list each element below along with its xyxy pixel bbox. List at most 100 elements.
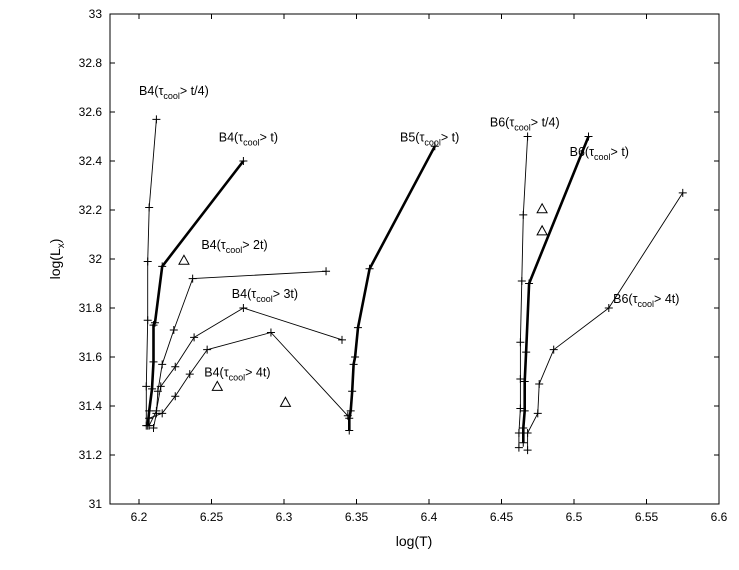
data-point: [239, 304, 248, 312]
data-point: [239, 157, 248, 165]
data-point: [517, 277, 526, 286]
data-point: [535, 379, 544, 388]
data-point: [345, 426, 354, 435]
data-point: [549, 345, 558, 354]
data-point: [156, 382, 165, 391]
series-label: B5(τcool> t): [400, 130, 459, 147]
series-label: B4(τcool> 2t): [201, 238, 267, 255]
data-point: [516, 404, 525, 413]
x-tick-label: 6.3: [276, 510, 293, 524]
data-point: [266, 328, 275, 337]
data-point: [152, 406, 161, 415]
data-point: [322, 267, 331, 276]
series-label: B6(τcool> t/4): [490, 116, 560, 133]
y-tick-label: 31: [89, 497, 103, 511]
data-point: [430, 142, 439, 151]
data-point: [520, 377, 529, 386]
data-point: [158, 262, 167, 271]
data-point: [604, 304, 613, 312]
series-line: [518, 136, 529, 448]
data-point: [514, 428, 523, 437]
series-label: B4(τcool> t/4): [139, 84, 209, 101]
data-point: [522, 348, 531, 357]
x-axis-title: log(T): [396, 533, 433, 549]
x-tick-label: 6.2: [131, 510, 148, 524]
series-line: [146, 160, 245, 426]
y-tick-label: 32.4: [79, 154, 103, 168]
y-tick-label: 33: [89, 7, 103, 21]
x-tick-label: 6.25: [200, 510, 224, 524]
data-point: [188, 274, 197, 283]
data-point: [516, 375, 525, 384]
data-point: [150, 318, 159, 327]
data-point: [519, 438, 528, 447]
x-tick-label: 6.55: [635, 510, 659, 524]
data-point: [514, 443, 523, 452]
data-point: [519, 210, 528, 219]
series-label: B4(τcool> t): [219, 130, 278, 147]
triangle-marker: [536, 224, 548, 236]
data-point: [584, 132, 593, 141]
y-tick-label: 32.8: [79, 56, 103, 70]
data-point: [142, 382, 151, 391]
data-point: [145, 203, 154, 212]
data-point: [523, 132, 532, 141]
data-point: [149, 424, 158, 433]
data-point: [348, 387, 357, 396]
triangle-marker: [211, 380, 224, 391]
data-point: [345, 414, 354, 423]
data-point: [678, 188, 687, 197]
data-point: [143, 257, 152, 266]
data-point: [158, 360, 167, 369]
x-tick-label: 6.35: [345, 510, 369, 524]
data-point: [525, 279, 534, 288]
data-point: [365, 264, 374, 273]
data-point: [346, 406, 355, 415]
triangle-marker: [536, 202, 548, 214]
data-point: [171, 362, 180, 371]
y-tick-label: 32.6: [79, 105, 103, 119]
series-label: B6(τcool> t): [570, 145, 629, 162]
data-point: [152, 115, 161, 124]
data-point: [148, 384, 157, 393]
data-point: [149, 357, 158, 366]
data-point: [145, 421, 154, 430]
y-tick-label: 31.6: [79, 350, 103, 364]
y-tick-label: 31.2: [79, 448, 103, 462]
series-label: B4(τcool> 3t): [232, 287, 298, 304]
x-tick-label: 6.45: [490, 510, 514, 524]
data-point: [533, 409, 542, 418]
y-tick-label: 32: [89, 252, 103, 266]
plot-frame: [109, 13, 720, 505]
data-point: [153, 387, 162, 396]
data-point: [190, 333, 199, 342]
y-tick-label: 31.8: [79, 301, 103, 315]
data-point: [158, 409, 167, 418]
y-axis-title: log(Lx): [47, 239, 67, 280]
data-point: [143, 316, 152, 325]
data-point: [145, 406, 154, 415]
x-tick-label: 6.5: [566, 510, 583, 524]
data-point: [523, 446, 532, 455]
series-line: [145, 119, 157, 426]
series-label: B6(τcool> 4t): [613, 292, 679, 309]
data-point: [145, 414, 154, 423]
data-point: [338, 335, 346, 344]
data-point: [351, 353, 360, 361]
y-tick-label: 31.4: [79, 399, 103, 413]
data-point: [516, 338, 525, 347]
x-tick-label: 6.6: [711, 510, 728, 524]
data-point: [349, 360, 358, 369]
data-point: [185, 370, 194, 379]
triangle-marker: [178, 254, 190, 265]
data-point: [169, 326, 178, 335]
data-point: [171, 392, 180, 401]
data-point: [520, 406, 529, 415]
data-point: [203, 345, 212, 354]
data-point: [519, 424, 528, 433]
x-tick-label: 6.4: [421, 510, 438, 524]
data-point: [523, 428, 532, 437]
data-point: [353, 323, 362, 332]
